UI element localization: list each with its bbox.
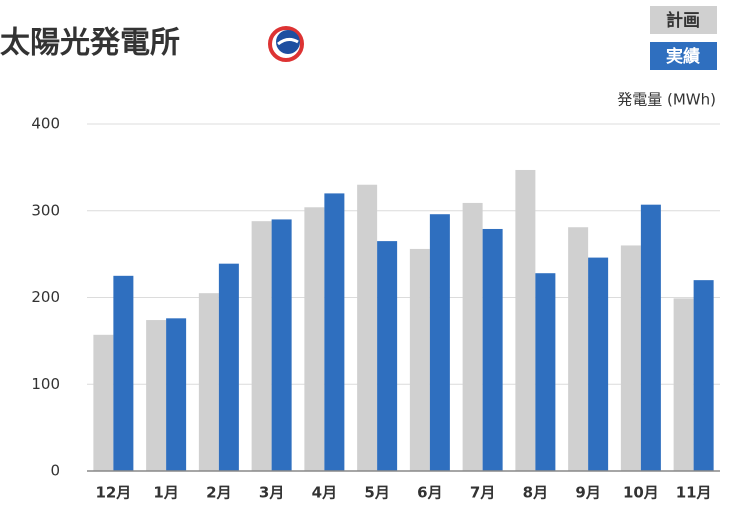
x-tick-label: 4月 bbox=[312, 484, 337, 502]
y-tick-label: 400 bbox=[31, 115, 60, 133]
bar bbox=[113, 275, 134, 471]
x-tick-label: 11月 bbox=[676, 484, 712, 502]
bar bbox=[377, 241, 398, 471]
x-tick-label: 9月 bbox=[575, 484, 600, 502]
bar bbox=[93, 334, 114, 471]
bar bbox=[166, 318, 187, 471]
bar bbox=[409, 248, 430, 471]
legend-label: 実績 bbox=[666, 46, 700, 67]
legend-swatch bbox=[650, 6, 717, 34]
bar bbox=[673, 298, 694, 471]
bar bbox=[146, 320, 167, 471]
chart-title: 太陽光発電所 bbox=[0, 26, 180, 61]
bar bbox=[324, 193, 345, 471]
legend-label: 計画 bbox=[666, 10, 700, 31]
y-tick-label: 300 bbox=[31, 201, 60, 219]
bar bbox=[198, 293, 219, 471]
bar bbox=[568, 227, 589, 471]
x-tick-label: 10月 bbox=[623, 484, 659, 502]
y-tick-label: 100 bbox=[31, 375, 60, 393]
x-tick-label: 6月 bbox=[417, 484, 442, 502]
bar bbox=[588, 257, 609, 471]
bar bbox=[218, 263, 239, 471]
bar bbox=[429, 214, 450, 471]
y-tick-label: 200 bbox=[31, 288, 60, 306]
x-tick-label: 8月 bbox=[523, 484, 548, 502]
x-tick-label: 3月 bbox=[259, 484, 284, 502]
x-tick-label: 7月 bbox=[470, 484, 495, 502]
legend-swatch bbox=[650, 42, 717, 70]
bar bbox=[462, 202, 483, 471]
bar bbox=[620, 245, 641, 471]
bar bbox=[535, 273, 556, 471]
bar bbox=[251, 221, 272, 471]
bar bbox=[482, 228, 503, 471]
y-tick-label: 0 bbox=[50, 462, 60, 480]
y-axis-label: 発電量 (MWh) bbox=[617, 91, 716, 109]
bar bbox=[515, 169, 536, 472]
bar bbox=[357, 184, 378, 471]
bar bbox=[640, 204, 661, 472]
bar bbox=[693, 280, 714, 471]
bar bbox=[304, 207, 325, 471]
x-tick-label: 12月 bbox=[95, 484, 131, 502]
x-tick-label: 2月 bbox=[206, 484, 231, 502]
x-tick-label: 1月 bbox=[153, 484, 178, 502]
bar bbox=[271, 219, 292, 471]
x-tick-label: 5月 bbox=[364, 484, 389, 502]
logo bbox=[268, 26, 304, 62]
